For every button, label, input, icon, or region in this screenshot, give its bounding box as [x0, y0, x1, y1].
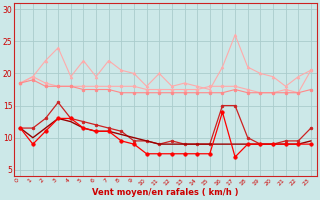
X-axis label: Vent moyen/en rafales ( km/h ): Vent moyen/en rafales ( km/h )	[92, 188, 239, 197]
